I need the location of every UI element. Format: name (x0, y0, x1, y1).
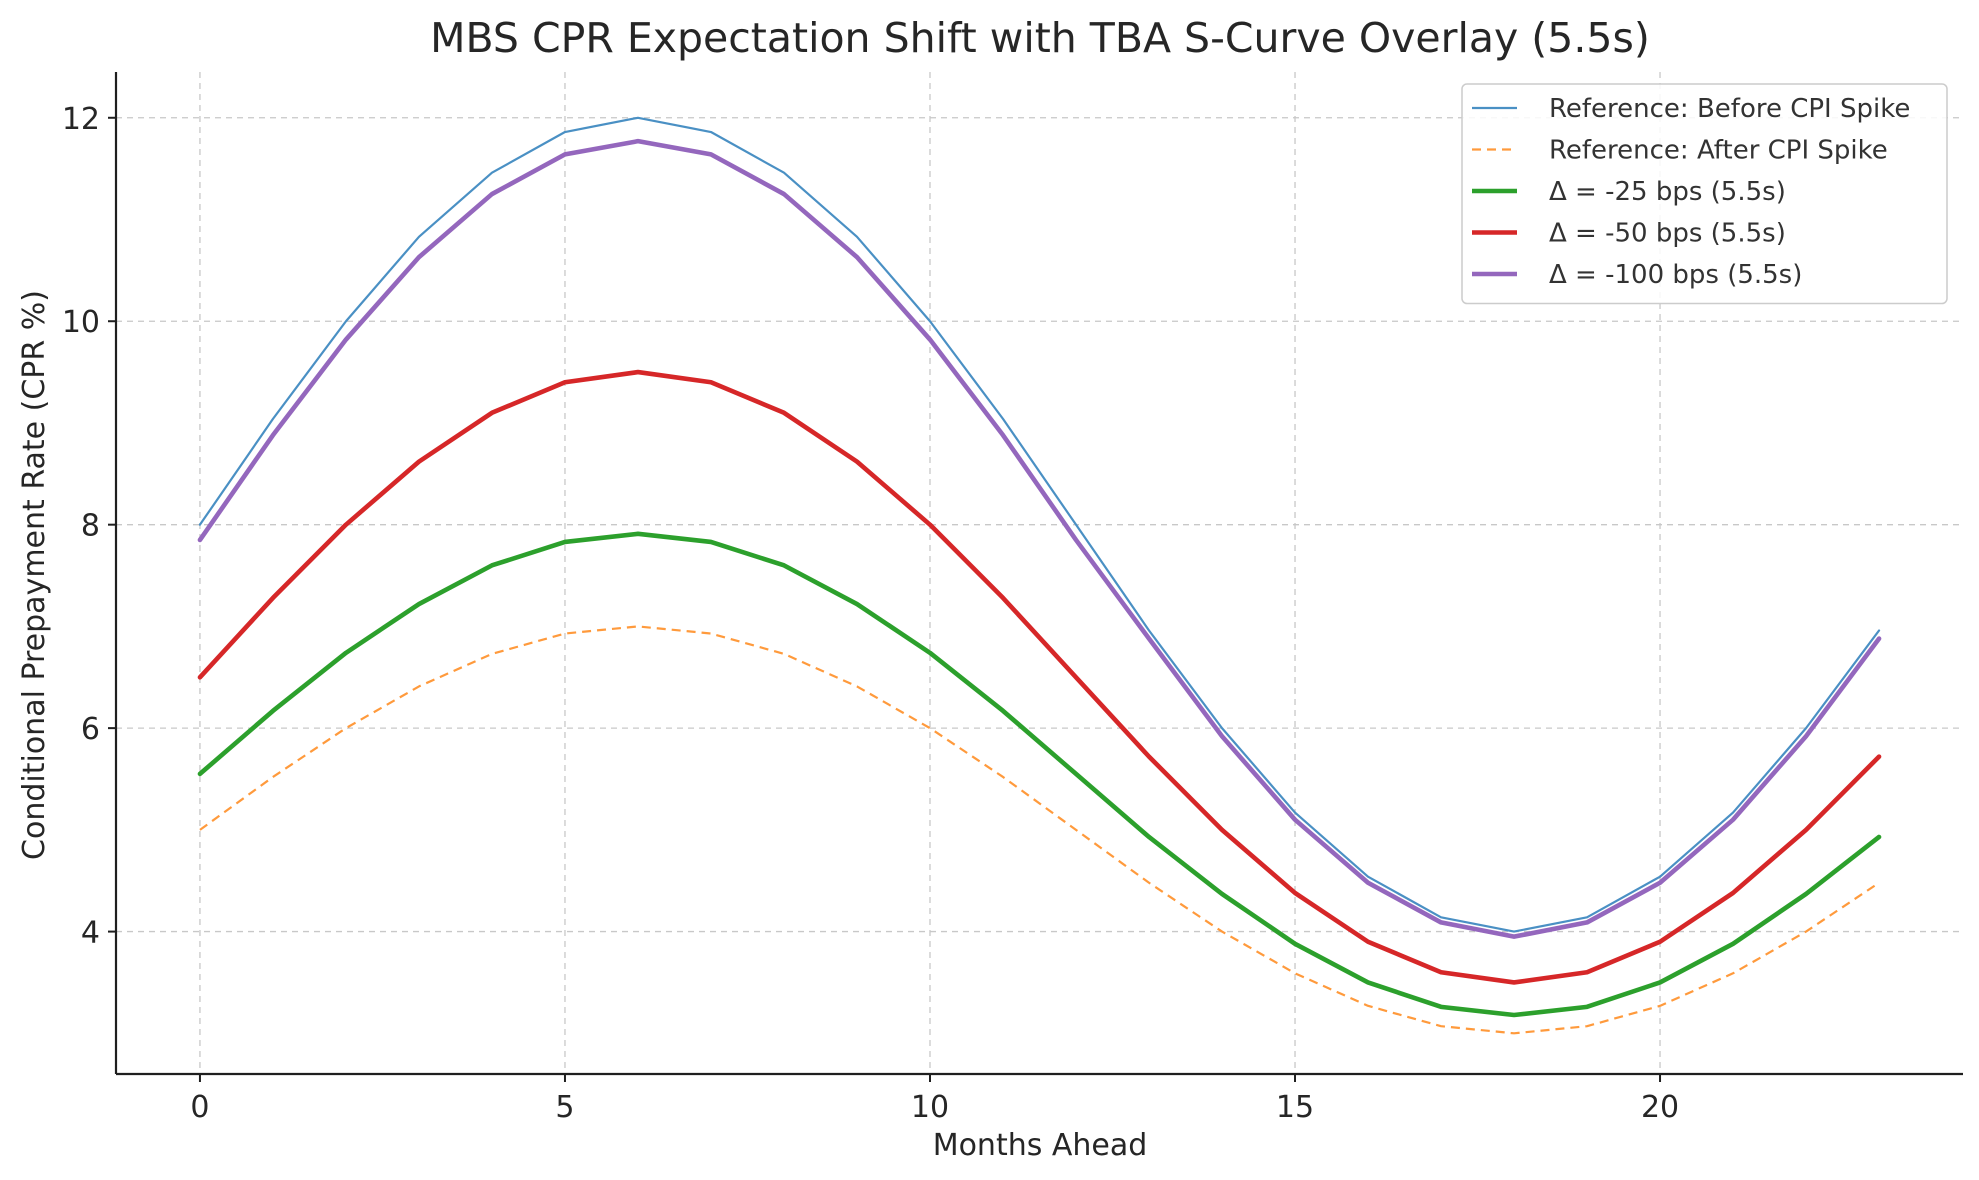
y-tick-label: 10 (62, 305, 100, 340)
series-line-4 (197, 369, 1882, 985)
legend-label-4: Δ = -50 bps (5.5s) (1549, 219, 1786, 249)
series-line-2 (199, 625, 1880, 1035)
y-tick-label: 12 (62, 102, 100, 137)
legend-label-1: Reference: Before CPI Spike (1549, 94, 1910, 124)
x-tick-label: 20 (1641, 1090, 1679, 1125)
x-tick-label: 15 (1276, 1090, 1314, 1125)
series-line-1 (198, 116, 1881, 933)
series-line-3 (197, 531, 1882, 1018)
y-tick-label: 6 (81, 712, 100, 747)
x-axis-label: Months Ahead (933, 1128, 1148, 1163)
y-tick-label: 4 (81, 916, 100, 951)
x-tick-label: 10 (911, 1090, 949, 1125)
x-tick-label: 0 (190, 1090, 209, 1125)
chart-title: MBS CPR Expectation Shift with TBA S-Cur… (430, 14, 1650, 62)
x-tick-label: 5 (555, 1090, 574, 1125)
legend-label-5: Δ = -100 bps (5.5s) (1549, 260, 1802, 290)
series-lines (197, 116, 1882, 1035)
legend-label-3: Δ = -25 bps (5.5s) (1549, 177, 1786, 207)
y-tick-label: 8 (81, 509, 100, 544)
legend-label-2: Reference: After CPI Spike (1549, 136, 1888, 166)
grid (116, 72, 1963, 1074)
legend: Reference: Before CPI Spike Reference: Af… (1461, 83, 1948, 305)
series-line-5 (197, 138, 1882, 939)
axes (114, 72, 1963, 1076)
legend-box (1461, 83, 1948, 305)
ticks: 0 5 10 15 20 4 6 8 10 12 (62, 102, 1679, 1125)
y-axis-label: Conditional Prepayment Rate (CPR %) (17, 290, 52, 860)
